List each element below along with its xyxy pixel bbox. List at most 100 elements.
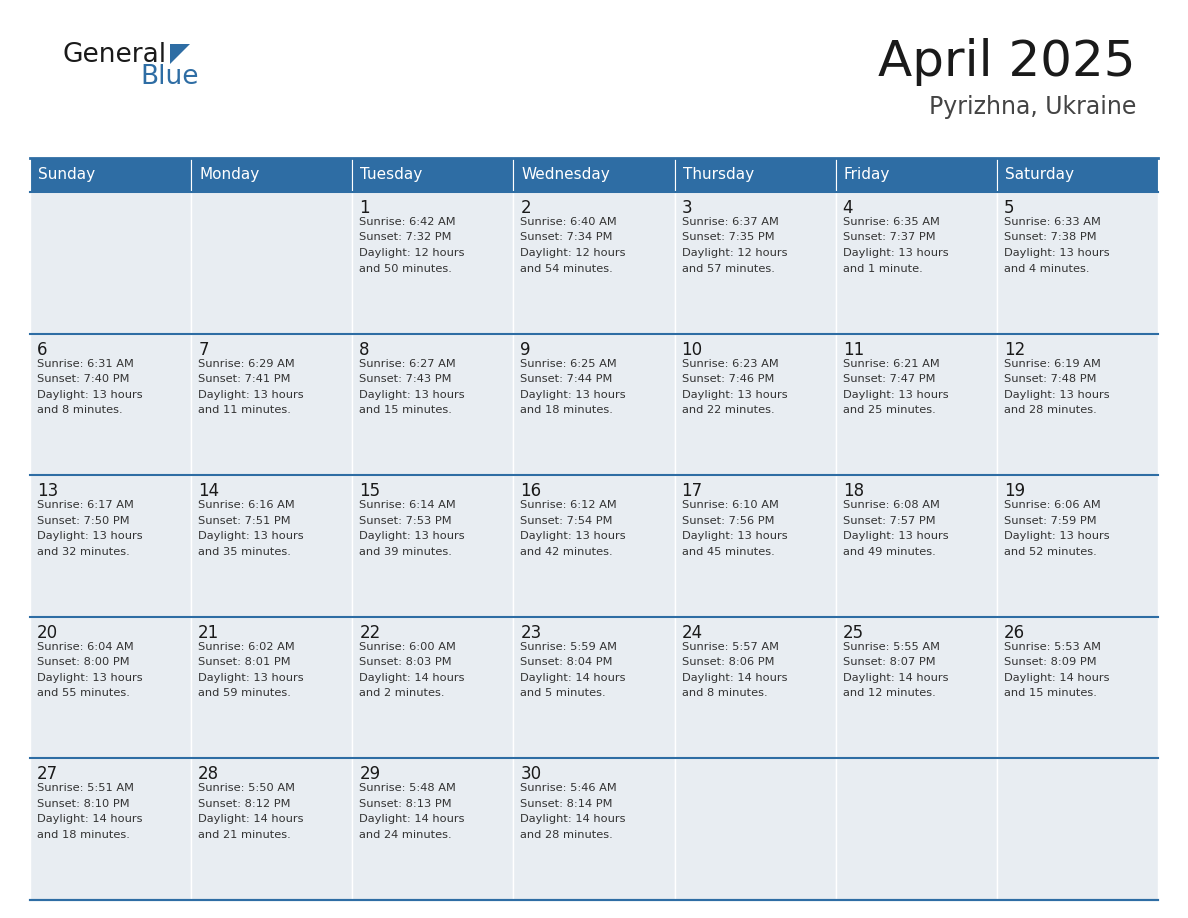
Text: Sunset: 8:06 PM: Sunset: 8:06 PM [682, 657, 775, 667]
FancyBboxPatch shape [353, 617, 513, 758]
Polygon shape [170, 44, 190, 64]
Text: 30: 30 [520, 766, 542, 783]
Text: Sunset: 7:44 PM: Sunset: 7:44 PM [520, 375, 613, 384]
Text: Sunrise: 5:48 AM: Sunrise: 5:48 AM [359, 783, 456, 793]
Text: Sunset: 8:03 PM: Sunset: 8:03 PM [359, 657, 451, 667]
FancyBboxPatch shape [30, 476, 191, 617]
Text: Saturday: Saturday [1005, 167, 1074, 183]
Text: Sunset: 8:01 PM: Sunset: 8:01 PM [198, 657, 291, 667]
Text: Daylight: 13 hours: Daylight: 13 hours [1004, 389, 1110, 399]
FancyBboxPatch shape [191, 617, 353, 758]
Text: and 52 minutes.: and 52 minutes. [1004, 547, 1097, 556]
FancyBboxPatch shape [191, 758, 353, 900]
Text: and 8 minutes.: and 8 minutes. [682, 688, 767, 699]
Text: Sunset: 7:46 PM: Sunset: 7:46 PM [682, 375, 773, 384]
Text: Blue: Blue [140, 64, 198, 90]
FancyBboxPatch shape [353, 192, 513, 333]
Text: Sunset: 7:37 PM: Sunset: 7:37 PM [842, 232, 935, 242]
Text: 22: 22 [359, 624, 380, 642]
Text: Sunrise: 6:04 AM: Sunrise: 6:04 AM [37, 642, 134, 652]
Text: Sunset: 8:04 PM: Sunset: 8:04 PM [520, 657, 613, 667]
Text: Daylight: 13 hours: Daylight: 13 hours [1004, 248, 1110, 258]
Text: Sunset: 7:47 PM: Sunset: 7:47 PM [842, 375, 935, 384]
Text: Sunrise: 5:50 AM: Sunrise: 5:50 AM [198, 783, 295, 793]
Text: Daylight: 13 hours: Daylight: 13 hours [359, 532, 465, 542]
Text: Daylight: 13 hours: Daylight: 13 hours [37, 389, 143, 399]
Text: 24: 24 [682, 624, 702, 642]
Text: Daylight: 12 hours: Daylight: 12 hours [520, 248, 626, 258]
FancyBboxPatch shape [997, 476, 1158, 617]
Text: 27: 27 [37, 766, 58, 783]
Text: and 12 minutes.: and 12 minutes. [842, 688, 935, 699]
Text: and 25 minutes.: and 25 minutes. [842, 405, 935, 415]
Text: 8: 8 [359, 341, 369, 359]
Text: and 21 minutes.: and 21 minutes. [198, 830, 291, 840]
Text: Sunset: 7:43 PM: Sunset: 7:43 PM [359, 375, 451, 384]
Text: Sunrise: 6:40 AM: Sunrise: 6:40 AM [520, 217, 618, 227]
Text: and 50 minutes.: and 50 minutes. [359, 263, 453, 274]
Text: Daylight: 14 hours: Daylight: 14 hours [520, 673, 626, 683]
Text: Daylight: 13 hours: Daylight: 13 hours [198, 673, 304, 683]
Text: Sunrise: 6:19 AM: Sunrise: 6:19 AM [1004, 359, 1101, 369]
Text: 29: 29 [359, 766, 380, 783]
Text: Daylight: 12 hours: Daylight: 12 hours [359, 248, 465, 258]
FancyBboxPatch shape [191, 476, 353, 617]
Text: 13: 13 [37, 482, 58, 500]
Text: Monday: Monday [200, 167, 259, 183]
Text: Daylight: 14 hours: Daylight: 14 hours [520, 814, 626, 824]
Text: 25: 25 [842, 624, 864, 642]
Text: 3: 3 [682, 199, 693, 217]
Text: Sunset: 7:59 PM: Sunset: 7:59 PM [1004, 516, 1097, 526]
Text: 26: 26 [1004, 624, 1025, 642]
Text: Daylight: 14 hours: Daylight: 14 hours [359, 814, 465, 824]
Text: Sunrise: 6:08 AM: Sunrise: 6:08 AM [842, 500, 940, 510]
Text: Daylight: 13 hours: Daylight: 13 hours [842, 248, 948, 258]
Text: and 18 minutes.: and 18 minutes. [37, 830, 129, 840]
FancyBboxPatch shape [513, 617, 675, 758]
Text: 19: 19 [1004, 482, 1025, 500]
Text: Sunset: 7:56 PM: Sunset: 7:56 PM [682, 516, 775, 526]
FancyBboxPatch shape [30, 192, 191, 333]
FancyBboxPatch shape [835, 758, 997, 900]
Text: Sunrise: 6:42 AM: Sunrise: 6:42 AM [359, 217, 456, 227]
Text: Sunset: 8:14 PM: Sunset: 8:14 PM [520, 799, 613, 809]
FancyBboxPatch shape [191, 333, 353, 476]
Text: Sunset: 8:10 PM: Sunset: 8:10 PM [37, 799, 129, 809]
FancyBboxPatch shape [353, 333, 513, 476]
Text: and 5 minutes.: and 5 minutes. [520, 688, 606, 699]
Text: Tuesday: Tuesday [360, 167, 423, 183]
Text: Sunset: 7:57 PM: Sunset: 7:57 PM [842, 516, 935, 526]
Text: Sunrise: 6:25 AM: Sunrise: 6:25 AM [520, 359, 618, 369]
Text: and 45 minutes.: and 45 minutes. [682, 547, 775, 556]
Text: Daylight: 13 hours: Daylight: 13 hours [520, 532, 626, 542]
Text: Sunset: 8:12 PM: Sunset: 8:12 PM [198, 799, 291, 809]
Text: and 28 minutes.: and 28 minutes. [520, 830, 613, 840]
Text: Sunrise: 6:35 AM: Sunrise: 6:35 AM [842, 217, 940, 227]
Text: Wednesday: Wednesday [522, 167, 611, 183]
Text: Sunrise: 6:29 AM: Sunrise: 6:29 AM [198, 359, 295, 369]
Text: Sunrise: 5:57 AM: Sunrise: 5:57 AM [682, 642, 778, 652]
Text: Sunrise: 5:51 AM: Sunrise: 5:51 AM [37, 783, 134, 793]
Text: Sunset: 7:34 PM: Sunset: 7:34 PM [520, 232, 613, 242]
FancyBboxPatch shape [675, 617, 835, 758]
Text: 2: 2 [520, 199, 531, 217]
Text: Sunset: 8:09 PM: Sunset: 8:09 PM [1004, 657, 1097, 667]
Text: Sunset: 8:13 PM: Sunset: 8:13 PM [359, 799, 451, 809]
Text: Sunset: 8:00 PM: Sunset: 8:00 PM [37, 657, 129, 667]
FancyBboxPatch shape [835, 192, 997, 333]
FancyBboxPatch shape [30, 333, 191, 476]
Text: 21: 21 [198, 624, 220, 642]
FancyBboxPatch shape [675, 476, 835, 617]
Text: Sunset: 8:07 PM: Sunset: 8:07 PM [842, 657, 935, 667]
Text: 9: 9 [520, 341, 531, 359]
Text: Sunrise: 6:23 AM: Sunrise: 6:23 AM [682, 359, 778, 369]
Text: Sunset: 7:50 PM: Sunset: 7:50 PM [37, 516, 129, 526]
Text: Sunrise: 6:37 AM: Sunrise: 6:37 AM [682, 217, 778, 227]
Text: 4: 4 [842, 199, 853, 217]
Text: and 57 minutes.: and 57 minutes. [682, 263, 775, 274]
Text: Daylight: 13 hours: Daylight: 13 hours [37, 673, 143, 683]
FancyBboxPatch shape [513, 476, 675, 617]
Text: 16: 16 [520, 482, 542, 500]
FancyBboxPatch shape [353, 158, 513, 192]
Text: and 18 minutes.: and 18 minutes. [520, 405, 613, 415]
